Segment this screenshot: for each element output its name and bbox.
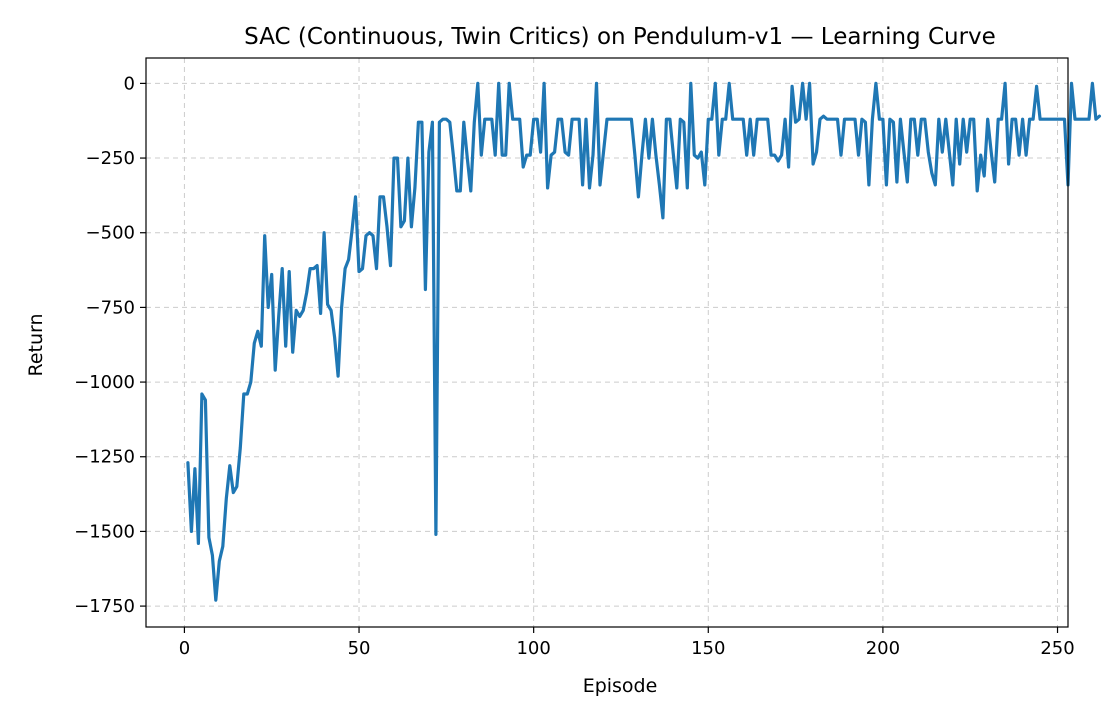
x-tick-label: 250 — [1040, 638, 1074, 659]
y-tick-label: −750 — [86, 297, 135, 318]
x-tick-label: 50 — [348, 638, 371, 659]
y-tick-label: −1750 — [74, 596, 135, 617]
y-tick-label: −1000 — [74, 372, 135, 393]
grid — [146, 58, 1068, 627]
y-tick-label: −1500 — [74, 521, 135, 542]
x-axis-label: Episode — [583, 675, 658, 697]
x-tick-label: 200 — [866, 638, 900, 659]
x-tick-label: 150 — [691, 638, 725, 659]
series-group — [186, 81, 1102, 602]
y-tick-label: 0 — [124, 73, 135, 94]
x-tick-label: 0 — [179, 638, 190, 659]
y-tick-label: −500 — [86, 223, 135, 244]
return-series-line — [186, 81, 1102, 602]
x-tick-label: 100 — [516, 638, 550, 659]
chart-title: SAC (Continuous, Twin Critics) on Pendul… — [244, 24, 996, 50]
y-tick-label: −1250 — [74, 447, 135, 468]
plot-frame — [145, 57, 1069, 628]
y-axis-label: Return — [25, 313, 47, 376]
y-tick-label: −250 — [86, 148, 135, 169]
ticks: 0 50 100 150 200 250 0 −250 −500 −750 −1000 −1250 −1… — [74, 73, 1075, 659]
